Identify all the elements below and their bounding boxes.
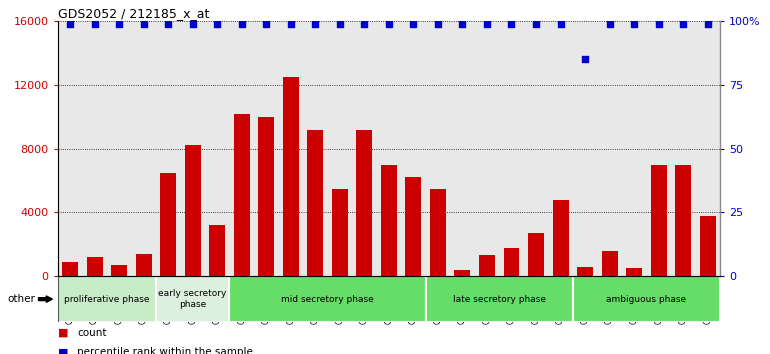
Point [701,21,714,27]
Point [260,21,273,27]
Bar [258,117,274,276]
Bar [185,145,201,276]
Bar [573,276,720,322]
Point [137,21,149,27]
Bar [454,270,470,276]
Bar [479,256,495,276]
Bar [156,276,229,322]
Bar [86,257,102,276]
Bar [626,268,642,276]
Point [480,21,493,27]
Bar [381,165,397,276]
Bar [528,233,544,276]
Text: percentile rank within the sample: percentile rank within the sample [77,347,253,354]
Point [407,21,420,27]
Bar [209,225,225,276]
Point [358,21,370,27]
Bar [577,267,593,276]
Text: proliferative phase: proliferative phase [64,295,149,304]
Point [677,21,689,27]
Point [333,21,346,27]
Point [162,21,174,27]
Bar [229,276,426,322]
Point [186,21,199,27]
Text: count: count [77,328,106,338]
Bar [234,114,249,276]
Point [89,21,101,27]
Bar [700,216,715,276]
Bar [58,276,156,322]
Point [530,21,542,27]
Point [383,21,395,27]
Point [432,21,444,27]
Bar [332,188,348,276]
Point [628,21,641,27]
Bar [111,265,127,276]
Bar [430,188,446,276]
Bar [62,262,78,276]
Point [309,21,321,27]
Point [211,21,223,27]
Text: early secretory
phase: early secretory phase [159,290,227,309]
Point [64,21,76,27]
Point [285,21,297,27]
Text: other: other [8,294,35,304]
Point [457,21,469,27]
Bar [504,248,520,276]
Text: ■: ■ [58,347,69,354]
Bar [601,251,618,276]
Point [113,21,126,27]
Text: mid secretory phase: mid secretory phase [281,295,374,304]
Bar [675,165,691,276]
Bar [136,254,152,276]
Bar [553,200,568,276]
Point [652,21,665,27]
Text: ■: ■ [58,328,69,338]
Bar [405,177,421,276]
Bar [307,130,323,276]
Point [579,57,591,62]
Bar [651,165,667,276]
Bar [160,172,176,276]
Text: ambiguous phase: ambiguous phase [606,295,686,304]
Bar [357,130,373,276]
Text: late secretory phase: late secretory phase [453,295,546,304]
Point [604,21,616,27]
Bar [426,276,573,322]
Point [554,21,567,27]
Point [236,21,248,27]
Text: GDS2052 / 212185_x_at: GDS2052 / 212185_x_at [58,7,209,20]
Bar [283,77,299,276]
Point [505,21,517,27]
